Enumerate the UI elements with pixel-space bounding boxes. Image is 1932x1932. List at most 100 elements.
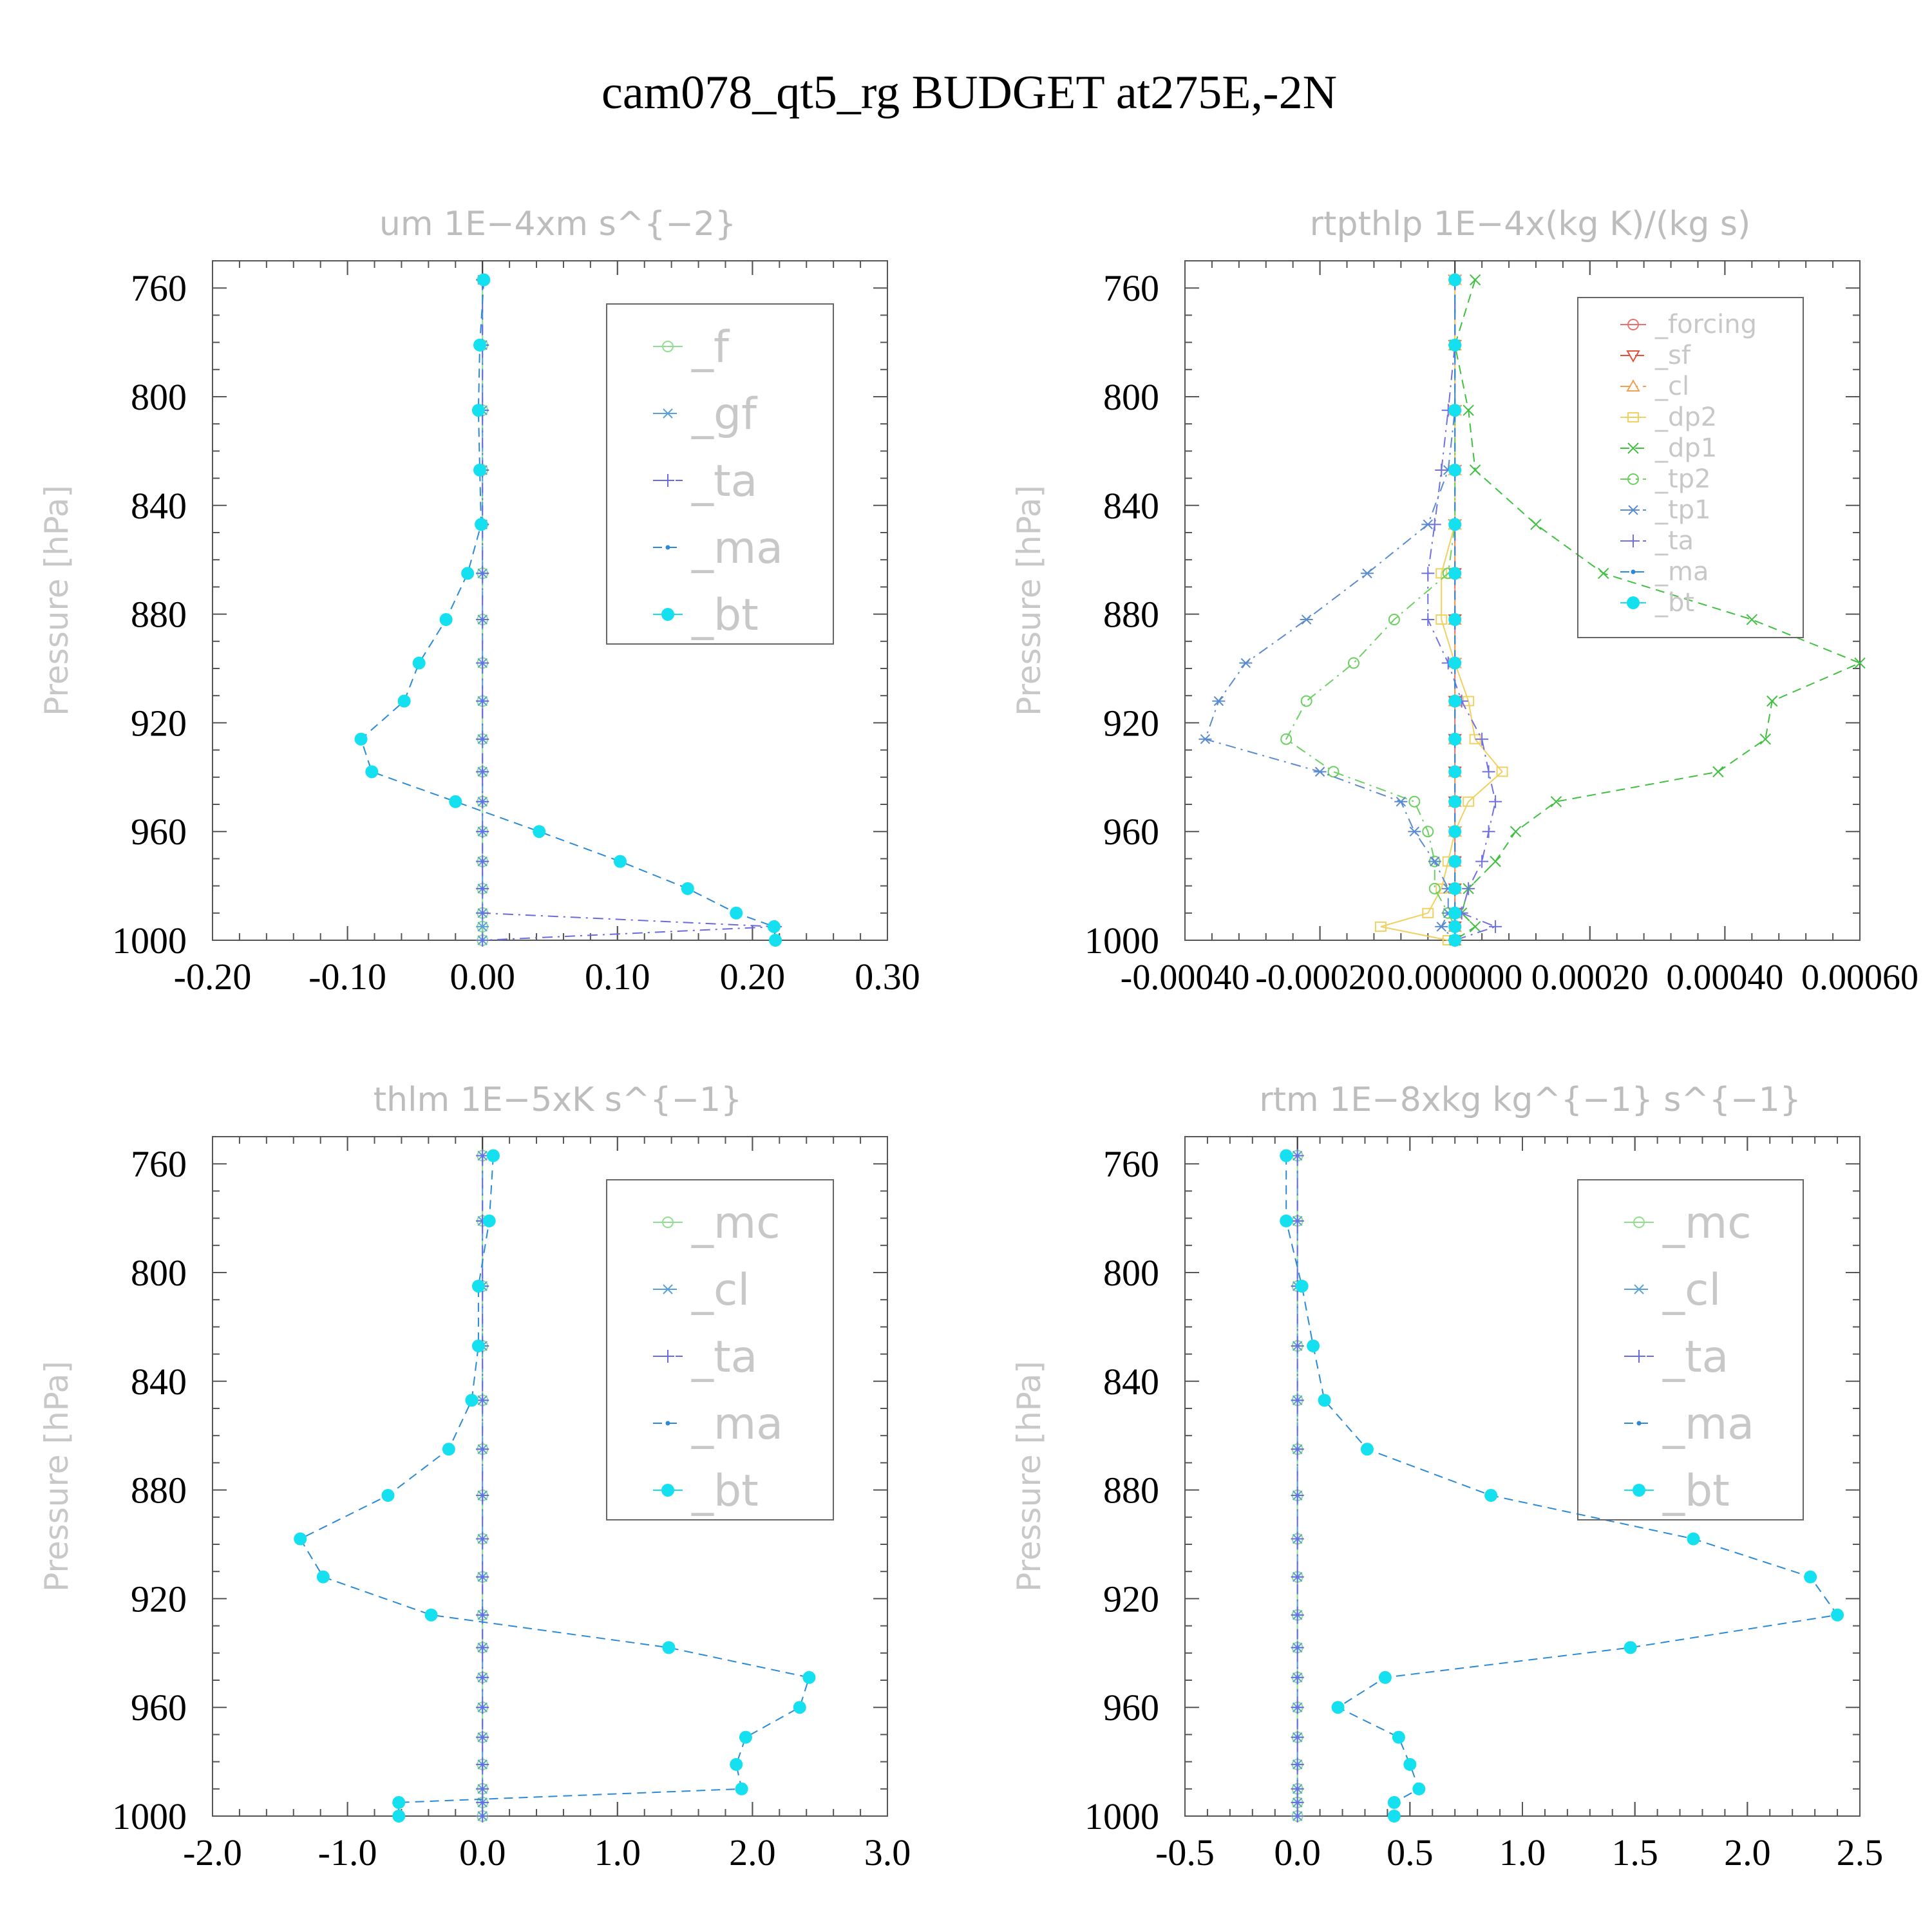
x-tick-label: 2.0 xyxy=(729,1832,776,1873)
data-point xyxy=(1484,1489,1498,1502)
panel-title: rtpthlp 1E−4x(kg K)/(kg s) xyxy=(1310,205,1751,243)
plot-frame xyxy=(1184,1136,1861,1817)
data-point xyxy=(1448,518,1462,531)
data-point xyxy=(1831,1608,1844,1622)
y-tick-label: 920 xyxy=(1103,702,1159,744)
data-point xyxy=(1291,1608,1304,1622)
legend-label: _ma xyxy=(691,523,783,574)
y-tick-label: 840 xyxy=(131,1361,187,1403)
data-point xyxy=(1463,796,1475,807)
x-tick-label: -1.0 xyxy=(318,1832,377,1873)
data-point xyxy=(476,934,489,947)
legend-box xyxy=(1577,297,1804,638)
legend-item: _ta xyxy=(1624,1332,1728,1383)
data-point xyxy=(1291,1671,1304,1684)
legend-item: _cl xyxy=(653,1265,750,1316)
series-ta xyxy=(1291,1149,1304,1823)
legend-item: _forcing xyxy=(1620,310,1757,339)
data-point xyxy=(1360,568,1374,579)
y-tick-label: 1000 xyxy=(1084,920,1159,961)
data-point xyxy=(1422,826,1434,838)
legend-label: _tp1 xyxy=(1654,495,1711,525)
data-point xyxy=(1374,921,1387,932)
data-point xyxy=(442,1443,455,1456)
data-point xyxy=(1360,1443,1374,1456)
data-point xyxy=(392,1795,406,1809)
x-tick-label: 0.00020 xyxy=(1531,958,1649,998)
data-point xyxy=(1408,795,1421,808)
data-point xyxy=(1421,567,1435,580)
data-point xyxy=(1482,825,1495,838)
data-point xyxy=(471,404,485,417)
legend-label: _forcing xyxy=(1654,310,1757,339)
data-point xyxy=(1448,338,1462,352)
series-tp2 xyxy=(1280,274,1461,946)
data-point xyxy=(476,1394,489,1407)
data-point xyxy=(476,1570,489,1584)
series-tp1 xyxy=(1198,274,1462,945)
data-point xyxy=(476,567,489,580)
data-point xyxy=(476,1757,489,1771)
data-point xyxy=(1435,922,1448,932)
x-tick-label: -2.0 xyxy=(183,1832,242,1873)
x-tick-label: 2.5 xyxy=(1837,1832,1884,1873)
y-tick-label: 920 xyxy=(1103,1578,1159,1620)
data-point xyxy=(767,920,781,933)
x-tick-label: 0.10 xyxy=(585,956,650,998)
legend-item: _dp2 xyxy=(1620,402,1717,432)
data-point xyxy=(1291,1795,1304,1809)
data-point xyxy=(1550,796,1562,808)
legend-marker xyxy=(1626,350,1640,363)
data-point xyxy=(1448,920,1462,933)
legend-label: _cl xyxy=(1662,1265,1721,1316)
data-point xyxy=(476,1671,489,1684)
legend-item: _bt xyxy=(1624,1466,1730,1517)
legend-label: _bt xyxy=(1662,1466,1730,1517)
x-tick-label: 3.0 xyxy=(864,1832,911,1873)
legend-item: _bt xyxy=(653,1466,759,1517)
data-point xyxy=(461,567,475,580)
legend-label: _ta xyxy=(1654,526,1694,556)
data-point xyxy=(735,1782,748,1795)
legend-marker xyxy=(1636,1421,1642,1426)
y-tick-label: 800 xyxy=(1103,1252,1159,1294)
legend-item: _ta xyxy=(653,1332,757,1383)
series-line xyxy=(1380,279,1503,941)
data-point xyxy=(1280,1149,1293,1162)
data-point xyxy=(1448,694,1462,708)
legend-item: _sf xyxy=(1620,341,1691,370)
series-bt xyxy=(1448,273,1462,947)
data-point xyxy=(471,1339,485,1352)
legend-label: _tp2 xyxy=(1654,464,1711,494)
data-point xyxy=(354,732,368,746)
legend: _mc _cl _ta _ma _bt xyxy=(606,1179,834,1520)
data-point xyxy=(1598,567,1609,580)
series-line xyxy=(360,279,777,941)
series-line xyxy=(1285,1155,1839,1816)
data-point xyxy=(681,882,694,895)
x-tick-label: 0.000000 xyxy=(1387,958,1522,998)
plot-frame xyxy=(212,1136,888,1817)
data-point xyxy=(1291,1757,1304,1771)
data-point xyxy=(1435,614,1448,625)
data-point xyxy=(477,273,491,287)
legend-item: _bt xyxy=(653,590,759,641)
y-axis-label: Pressure [hPa] xyxy=(1010,1361,1048,1592)
legend-box xyxy=(1577,1179,1804,1520)
legend-item: _tp1 xyxy=(1620,495,1711,525)
legend-box xyxy=(606,303,834,645)
x-tick-label: -0.10 xyxy=(308,956,386,998)
legend-label: _cl xyxy=(691,1265,750,1316)
data-point xyxy=(1448,463,1462,477)
panel-title: um 1E−4xm s^{−2} xyxy=(379,205,736,243)
y-tick-label: 800 xyxy=(1103,376,1159,418)
series-bt xyxy=(354,273,782,947)
legend-label: _sf xyxy=(1654,341,1691,370)
data-point xyxy=(1291,1641,1304,1654)
x-tick-label: 1.5 xyxy=(1611,1832,1658,1873)
data-point xyxy=(739,1730,752,1744)
legend-label: _dp2 xyxy=(1654,402,1717,432)
data-point xyxy=(1212,696,1226,706)
x-tick-label: -0.00040 xyxy=(1121,958,1250,998)
data-point xyxy=(486,1149,500,1162)
